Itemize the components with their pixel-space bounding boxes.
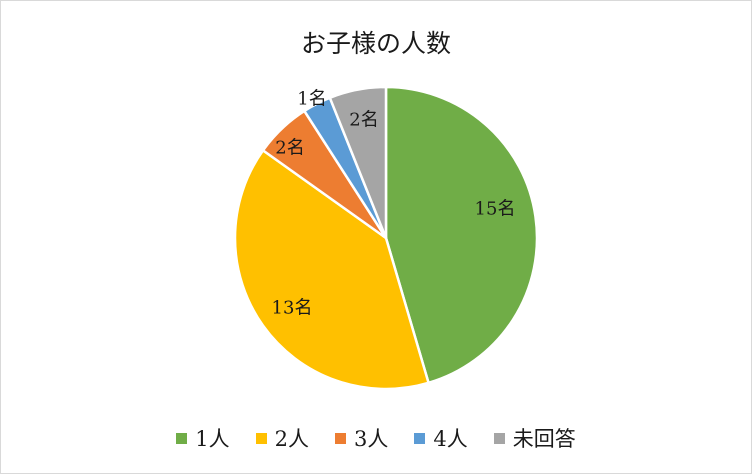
pie-slice-2 — [233, 149, 430, 391]
legend-label: 未回答 — [512, 427, 576, 451]
chart-title: お子様の人数 — [300, 29, 451, 58]
legend-label: 3人 — [354, 427, 389, 451]
pie-slice-1 — [384, 85, 539, 385]
legend-item-3: 3人 — [335, 423, 388, 453]
legend-item-2: 2人 — [255, 423, 309, 453]
legend-swatch — [493, 432, 505, 444]
legend-item-1: 1人 — [176, 423, 230, 453]
legend-label: 2人 — [274, 427, 309, 451]
data-label-1: 15名 — [475, 199, 516, 220]
pie-slice-5 — [328, 85, 388, 240]
legend-label: 4人 — [433, 427, 468, 451]
legend-item-4: 4人 — [414, 423, 468, 453]
legend-swatch — [176, 432, 188, 444]
legend-swatch — [255, 432, 267, 444]
legend-swatch — [335, 432, 346, 444]
data-label-4: 1名 — [297, 89, 326, 110]
legend-label: 1人 — [195, 427, 230, 451]
data-label-2: 13名 — [272, 298, 313, 319]
legend-item-5: 未回答 — [493, 423, 576, 453]
legend: 1人 2人 3人 4人 未回答 — [0, 423, 752, 453]
legend-swatch — [414, 432, 426, 444]
data-label-5: 2名 — [349, 110, 378, 131]
data-label-3: 2名 — [275, 138, 304, 159]
